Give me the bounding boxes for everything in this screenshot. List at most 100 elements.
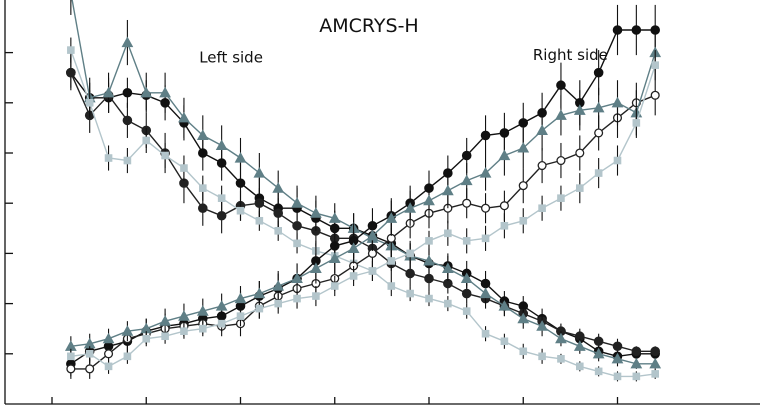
data-point bbox=[538, 204, 546, 213]
data-point bbox=[85, 99, 94, 107]
data-point bbox=[650, 346, 661, 357]
data-point bbox=[366, 229, 379, 241]
data-point bbox=[612, 25, 623, 35]
data-point bbox=[556, 155, 566, 166]
data-point bbox=[481, 234, 490, 243]
series-7-line bbox=[70, 52, 656, 347]
data-point bbox=[423, 254, 435, 266]
data-point bbox=[462, 237, 471, 245]
data-point bbox=[500, 221, 509, 230]
data-point bbox=[557, 355, 565, 363]
data-point bbox=[102, 86, 115, 98]
data-point bbox=[498, 149, 511, 161]
data-point bbox=[555, 332, 567, 344]
data-point bbox=[424, 273, 434, 284]
data-point bbox=[611, 352, 624, 364]
data-point bbox=[234, 151, 247, 163]
data-point bbox=[159, 315, 171, 326]
data-point bbox=[555, 109, 567, 120]
data-point bbox=[387, 257, 396, 265]
data-point bbox=[460, 272, 473, 284]
chart-title: AMCRYS-H bbox=[319, 15, 418, 37]
data-point bbox=[253, 287, 266, 299]
series-2-markers bbox=[66, 67, 661, 357]
data-point bbox=[349, 272, 358, 280]
data-point bbox=[292, 220, 302, 231]
annotation-left-side: Left side bbox=[199, 49, 263, 67]
data-point bbox=[576, 184, 584, 192]
data-point bbox=[67, 352, 75, 361]
data-point bbox=[368, 267, 377, 275]
data-point bbox=[67, 46, 75, 54]
data-point bbox=[594, 128, 604, 138]
axes bbox=[4, 0, 760, 405]
data-point bbox=[123, 352, 132, 361]
data-point bbox=[405, 268, 415, 279]
data-point bbox=[481, 329, 490, 338]
data-point bbox=[480, 203, 491, 213]
data-point bbox=[651, 370, 659, 378]
data-point bbox=[480, 130, 491, 141]
data-point bbox=[291, 197, 303, 208]
series-4-markers bbox=[67, 46, 659, 381]
data-point bbox=[272, 280, 285, 291]
data-point bbox=[517, 141, 530, 153]
series-1-error-bars bbox=[70, 57, 656, 362]
data-point bbox=[537, 161, 547, 171]
data-point bbox=[291, 272, 303, 284]
data-point bbox=[198, 203, 208, 214]
data-point bbox=[121, 325, 134, 336]
data-point bbox=[85, 364, 95, 374]
data-point bbox=[178, 111, 190, 123]
series-8-error-bars bbox=[70, 50, 656, 374]
data-point bbox=[199, 324, 207, 333]
data-point bbox=[538, 352, 546, 361]
series-5-markers bbox=[66, 25, 661, 369]
annotation-right-side: Right side bbox=[533, 46, 608, 64]
series-8-markers bbox=[67, 61, 659, 371]
series-4-left bbox=[67, 37, 659, 382]
data-point bbox=[161, 332, 169, 341]
data-point bbox=[406, 289, 414, 298]
series-7-right bbox=[64, 30, 662, 357]
data-point bbox=[441, 262, 454, 274]
data-point bbox=[234, 292, 247, 304]
data-point bbox=[140, 86, 153, 98]
data-point bbox=[498, 300, 511, 311]
data-point bbox=[499, 201, 509, 211]
data-point bbox=[255, 304, 264, 313]
series-7-error-bars bbox=[70, 30, 656, 357]
data-point bbox=[236, 312, 245, 320]
series-layer bbox=[64, 0, 662, 382]
data-point bbox=[121, 36, 134, 48]
data-point bbox=[180, 164, 188, 172]
data-point bbox=[254, 198, 265, 208]
data-point bbox=[85, 350, 94, 358]
data-point bbox=[479, 287, 492, 299]
data-point bbox=[519, 216, 528, 225]
data-point bbox=[217, 319, 226, 328]
data-point bbox=[423, 194, 435, 206]
data-point bbox=[573, 340, 586, 351]
data-point bbox=[594, 367, 603, 376]
data-point bbox=[102, 332, 115, 344]
series-8-right bbox=[67, 50, 659, 374]
data-point bbox=[632, 119, 641, 127]
data-point bbox=[217, 194, 226, 202]
data-point bbox=[517, 312, 530, 324]
data-point bbox=[462, 307, 471, 315]
data-point bbox=[215, 139, 228, 151]
data-point bbox=[573, 104, 586, 115]
data-point bbox=[576, 362, 584, 371]
data-point bbox=[519, 347, 528, 356]
data-point bbox=[557, 194, 565, 202]
data-point bbox=[425, 237, 433, 245]
series-8-line bbox=[70, 64, 656, 368]
data-point bbox=[196, 129, 209, 140]
data-point bbox=[518, 118, 529, 128]
data-point bbox=[199, 184, 207, 192]
data-point bbox=[274, 299, 282, 308]
data-point bbox=[293, 294, 301, 303]
data-point bbox=[462, 198, 472, 208]
data-point bbox=[66, 364, 76, 374]
